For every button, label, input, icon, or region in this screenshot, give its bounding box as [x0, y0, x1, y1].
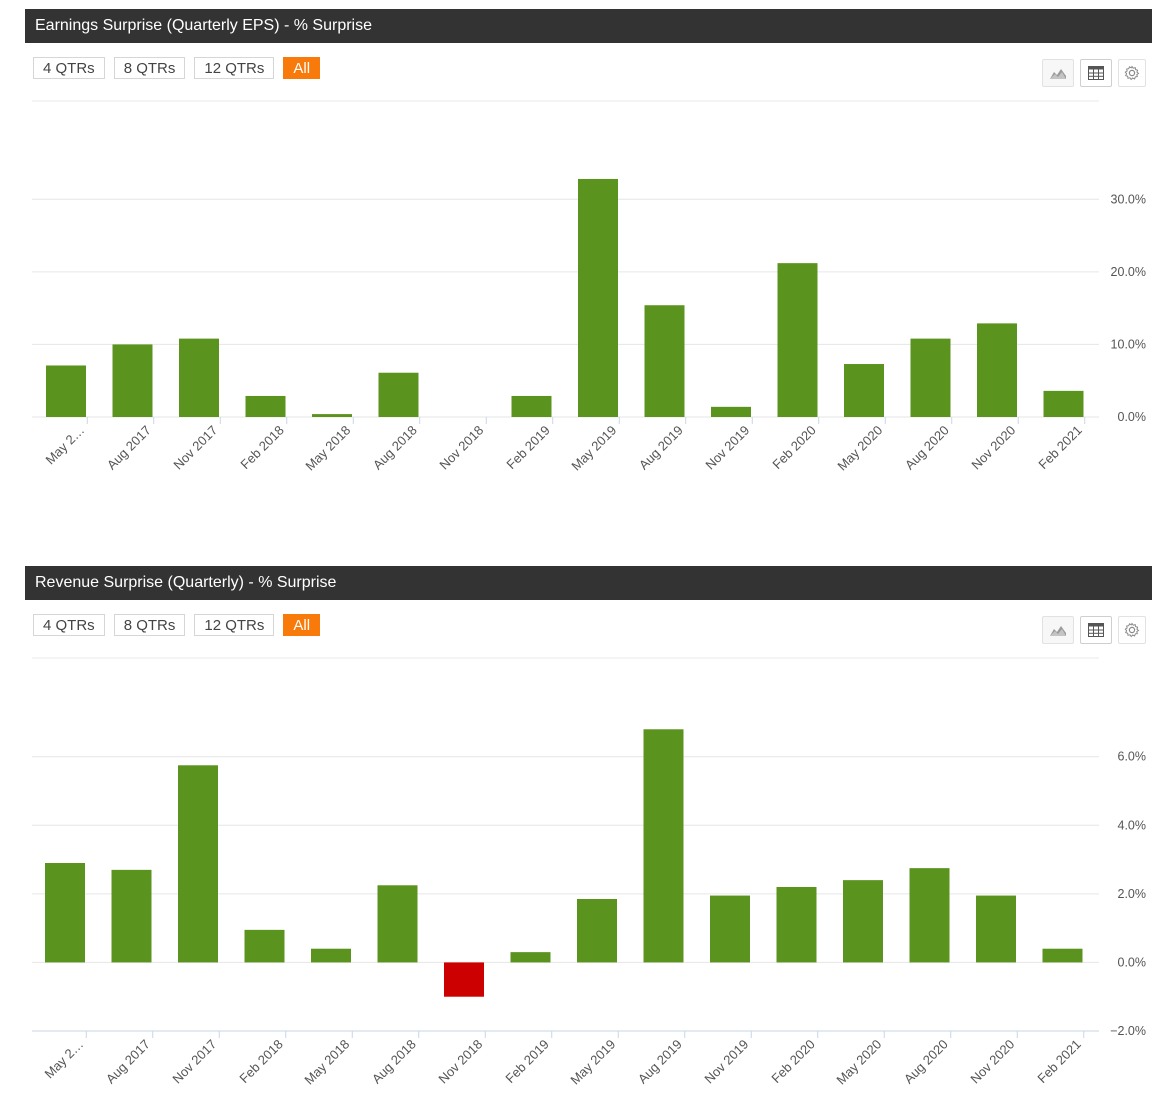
table-icon[interactable]	[1080, 59, 1112, 87]
range-12-qtrs-button[interactable]: 12 QTRs	[194, 57, 275, 79]
y-tick-label: −2.0%	[1110, 1024, 1146, 1038]
x-tick-label: Aug 2018	[370, 423, 420, 473]
x-tick-label: Feb 2019	[502, 1037, 551, 1086]
area-chart-icon[interactable]	[1042, 59, 1074, 87]
x-tick-label: Feb 2018	[237, 423, 286, 472]
x-tick-label: Feb 2020	[769, 423, 818, 472]
x-tick-label: Nov 2017	[170, 423, 220, 473]
x-tick-label: Feb 2021	[1035, 423, 1084, 472]
bar[interactable]	[843, 880, 883, 963]
bar[interactable]	[511, 395, 552, 417]
bar[interactable]	[312, 414, 352, 417]
bar[interactable]	[844, 364, 884, 417]
bar[interactable]	[178, 765, 218, 963]
x-tick-label: Nov 2019	[702, 423, 752, 473]
x-tick-label: Nov 2018	[436, 423, 486, 473]
bar[interactable]	[1042, 948, 1083, 963]
view-toggle-group	[1042, 59, 1146, 87]
x-tick-label: Nov 2020	[968, 423, 1018, 473]
x-tick-label: May 2019	[567, 1037, 618, 1088]
range-12-qtrs-button[interactable]: 12 QTRs	[194, 614, 275, 636]
gear-icon[interactable]	[1118, 616, 1146, 644]
area-chart-icon[interactable]	[1042, 616, 1074, 644]
bar[interactable]	[710, 895, 750, 963]
bar[interactable]	[510, 952, 551, 963]
earnings-surprise-chart: 0.0% 10.0% 20.0% 30.0% May 2… Aug 2017 Nov 201…	[32, 100, 1147, 474]
x-tick-label: May 2019	[568, 423, 619, 474]
range-8-qtrs-button[interactable]: 8 QTRs	[113, 57, 186, 79]
view-toggle-group	[1042, 616, 1146, 644]
bar[interactable]	[45, 863, 85, 963]
table-icon[interactable]	[1080, 616, 1112, 644]
x-tick-label: Aug 2020	[901, 1037, 951, 1087]
x-tick-label: Aug 2019	[636, 423, 686, 473]
bar[interactable]	[909, 868, 950, 963]
bar[interactable]	[378, 372, 419, 417]
bar[interactable]	[776, 887, 817, 963]
panel-title: Earnings Surprise (Quarterly EPS) - % Su…	[25, 9, 1152, 43]
earnings-surprise-panel: Earnings Surprise (Quarterly EPS) - % Su…	[25, 9, 1152, 556]
y-tick-label: 0.0%	[1118, 410, 1147, 424]
bar[interactable]	[578, 178, 618, 417]
bar[interactable]	[977, 323, 1017, 417]
bar[interactable]	[777, 263, 818, 417]
bar[interactable]	[643, 729, 684, 963]
x-tick-label: Aug 2020	[902, 423, 952, 473]
bar[interactable]	[311, 948, 351, 963]
range-all-button[interactable]: All	[283, 614, 321, 636]
bar[interactable]	[377, 885, 418, 963]
bar[interactable]	[112, 344, 153, 417]
revenue-surprise-panel: Revenue Surprise (Quarterly) - % Surpris…	[25, 566, 1152, 1111]
bar[interactable]	[245, 395, 286, 417]
x-tick-label: May 2018	[301, 1037, 352, 1088]
x-tick-label: Nov 2020	[967, 1037, 1017, 1087]
bar[interactable]	[244, 929, 285, 963]
x-tick-label: Nov 2017	[169, 1037, 219, 1087]
revenue-surprise-chart: −2.0% 0.0% 2.0% 4.0% 6.0% May 2… Aug 2017 Nov 2…	[32, 657, 1147, 1088]
x-tick-label: Feb 2018	[236, 1037, 285, 1086]
gear-icon[interactable]	[1118, 59, 1146, 87]
bar[interactable]	[46, 365, 86, 417]
bar[interactable]	[444, 962, 484, 997]
x-tick-label: Nov 2019	[701, 1037, 751, 1087]
bar[interactable]	[711, 406, 751, 417]
chart-toolbar: 4 QTRs 8 QTRs 12 QTRs All	[25, 600, 1152, 656]
bar[interactable]	[1043, 390, 1084, 417]
chart-toolbar: 4 QTRs 8 QTRs 12 QTRs All	[25, 43, 1152, 99]
range-button-group: 4 QTRs 8 QTRs 12 QTRs All	[33, 614, 321, 636]
bar[interactable]	[577, 899, 617, 963]
y-tick-label: 10.0%	[1111, 337, 1146, 351]
bar[interactable]	[976, 895, 1016, 963]
x-tick-label: May 2020	[833, 1037, 884, 1088]
x-tick-label: Nov 2018	[435, 1037, 485, 1087]
bar[interactable]	[179, 338, 219, 417]
range-all-button[interactable]: All	[283, 57, 321, 79]
x-tick-label: Feb 2019	[503, 423, 552, 472]
x-tick-label: May 2…	[42, 1037, 87, 1082]
range-4-qtrs-button[interactable]: 4 QTRs	[33, 614, 105, 636]
x-tick-label: May 2020	[834, 423, 885, 474]
x-tick-label: May 2…	[43, 423, 88, 468]
x-tick-label: Aug 2017	[104, 423, 154, 473]
y-tick-label: 2.0%	[1118, 887, 1147, 901]
y-tick-label: 6.0%	[1118, 750, 1147, 764]
x-tick-label: Aug 2017	[103, 1037, 153, 1087]
y-tick-label: 0.0%	[1118, 955, 1147, 969]
x-tick-label: Aug 2018	[369, 1037, 419, 1087]
bar[interactable]	[910, 338, 951, 417]
x-tick-label: Feb 2021	[1034, 1037, 1083, 1086]
bar[interactable]	[644, 305, 685, 417]
y-tick-label: 30.0%	[1111, 192, 1146, 206]
x-tick-label: May 2018	[302, 423, 353, 474]
y-tick-label: 4.0%	[1118, 818, 1147, 832]
range-button-group: 4 QTRs 8 QTRs 12 QTRs All	[33, 57, 321, 79]
range-4-qtrs-button[interactable]: 4 QTRs	[33, 57, 105, 79]
y-tick-label: 20.0%	[1111, 265, 1146, 279]
bar[interactable]	[111, 869, 152, 963]
x-tick-label: Aug 2019	[635, 1037, 685, 1087]
panel-title: Revenue Surprise (Quarterly) - % Surpris…	[25, 566, 1152, 600]
x-tick-label: Feb 2020	[768, 1037, 817, 1086]
range-8-qtrs-button[interactable]: 8 QTRs	[113, 614, 186, 636]
